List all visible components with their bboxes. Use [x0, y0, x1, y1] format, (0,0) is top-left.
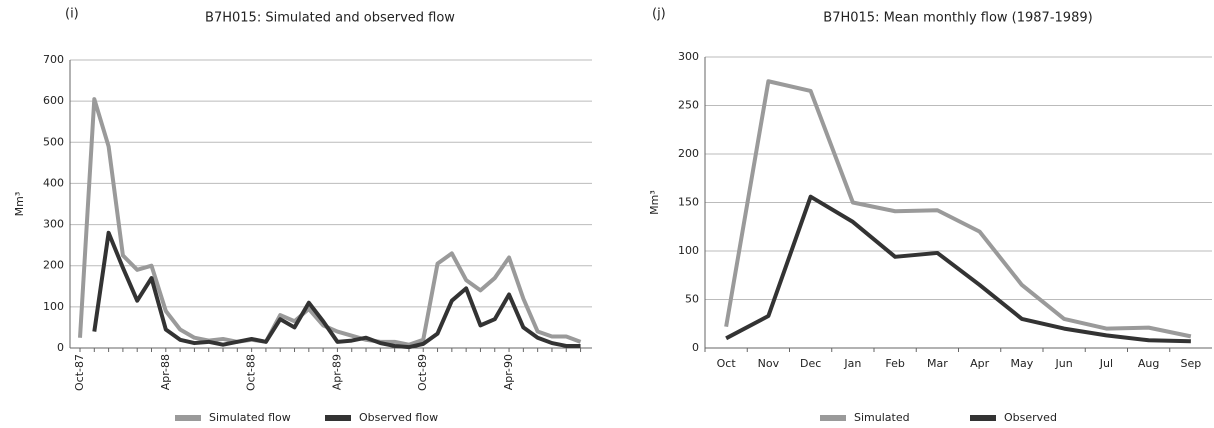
legend-label: Simulated [854, 411, 910, 424]
chart-title: B7H015: Simulated and observed flow [205, 11, 455, 26]
series-line [78, 97, 582, 347]
y-tick-label: 300 [43, 218, 64, 231]
y-tick-label: 50 [685, 293, 699, 306]
x-tick-label: Jan [843, 357, 861, 370]
x-tick-label: Dec [800, 357, 821, 370]
y-axis-label: Mm³ [13, 192, 26, 217]
series-line [724, 79, 1192, 339]
x-tick-label: Aug [1138, 357, 1159, 370]
x-tick-label: Jul [1099, 357, 1113, 370]
y-tick-label: 100 [43, 300, 64, 313]
y-tick-label: 200 [43, 259, 64, 272]
x-tick-label: Oct-88 [245, 354, 258, 391]
x-tick-label: Apr-90 [502, 354, 515, 390]
x-tick-label: May [1011, 357, 1034, 370]
y-axis-label: Mm³ [648, 190, 661, 215]
x-tick-label: Oct-89 [416, 354, 429, 391]
x-tick-label: Sep [1181, 357, 1202, 370]
y-tick-label: 200 [678, 147, 699, 160]
x-tick-label: Nov [758, 357, 780, 370]
x-tick-label: Jun [1055, 357, 1073, 370]
legend-label: Observed flow [359, 411, 438, 424]
series-line [92, 230, 581, 350]
series-line [725, 194, 1191, 344]
x-tick-label: Apr-89 [330, 354, 343, 390]
y-tick-label: 700 [43, 53, 64, 66]
x-tick-label: Mar [927, 357, 948, 370]
panel-label: (i) [65, 7, 79, 22]
y-tick-label: 250 [678, 99, 699, 112]
y-tick-label: 100 [678, 244, 699, 257]
y-tick-label: 0 [57, 341, 64, 354]
legend-label: Simulated flow [209, 411, 291, 424]
x-tick-label: Oct [717, 357, 737, 370]
y-tick-label: 400 [43, 176, 64, 189]
y-tick-label: 0 [692, 341, 699, 354]
x-tick-label: Apr-88 [159, 354, 172, 390]
panel-label: (j) [652, 7, 666, 22]
chart-title: B7H015: Mean monthly flow (1987-1989) [823, 11, 1092, 26]
y-tick-label: 500 [43, 135, 64, 148]
y-tick-label: 300 [678, 50, 699, 63]
y-tick-label: 600 [43, 94, 64, 107]
x-tick-label: Oct-87 [73, 354, 86, 391]
legend-label: Observed [1004, 411, 1057, 424]
x-tick-label: Feb [885, 357, 904, 370]
x-tick-label: Apr [970, 357, 990, 370]
y-tick-label: 150 [678, 196, 699, 209]
